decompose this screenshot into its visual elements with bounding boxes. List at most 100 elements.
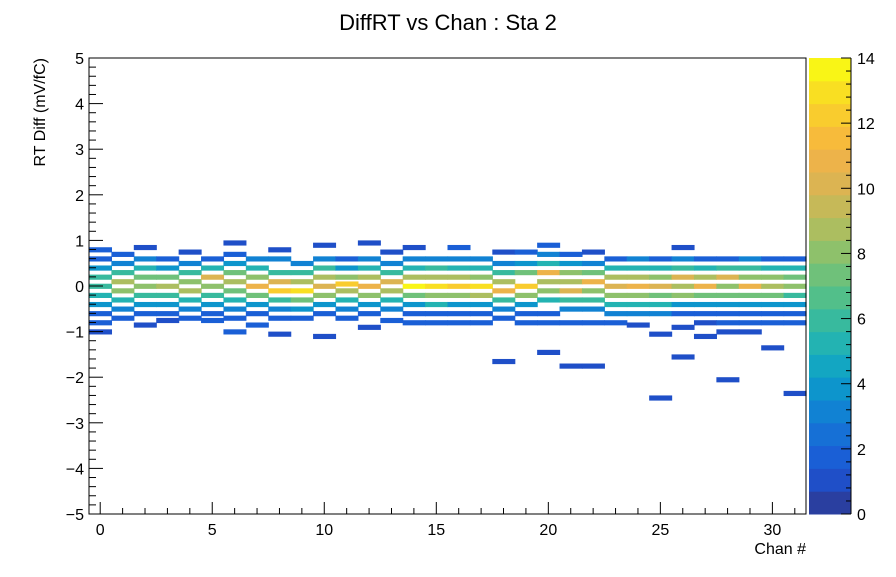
heatmap-cell bbox=[402, 292, 426, 298]
heatmap-cell bbox=[335, 288, 359, 294]
heatmap-cell bbox=[649, 301, 673, 308]
heatmap-cell bbox=[133, 311, 157, 317]
heatmap-cell bbox=[559, 288, 583, 294]
heatmap-cell bbox=[223, 315, 247, 321]
heatmap-cell bbox=[559, 279, 583, 285]
heatmap-cell bbox=[514, 260, 538, 267]
heatmap-cell bbox=[380, 317, 404, 324]
heatmap-cell bbox=[514, 283, 538, 289]
heatmap-cell bbox=[133, 283, 157, 289]
heatmap-cell bbox=[693, 274, 717, 280]
heatmap-cell bbox=[380, 270, 404, 276]
heatmap-cell bbox=[537, 251, 561, 257]
heatmap-cell bbox=[111, 279, 135, 285]
heatmap-cell bbox=[761, 311, 785, 317]
heatmap-cell bbox=[156, 274, 180, 280]
heatmap-cell bbox=[537, 279, 561, 285]
heatmap-cell bbox=[626, 265, 650, 271]
heatmap-cell bbox=[738, 274, 762, 280]
heatmap-cell bbox=[783, 283, 807, 289]
chart-title: DiffRT vs Chan : Sta 2 bbox=[339, 10, 557, 35]
heatmap-cell bbox=[156, 256, 180, 262]
heatmap-cell bbox=[469, 311, 493, 317]
heatmap-cell bbox=[783, 320, 807, 326]
heatmap-cell bbox=[245, 311, 269, 317]
heatmap-cell bbox=[313, 311, 337, 317]
heatmap-cell bbox=[89, 247, 113, 253]
heatmap-cell bbox=[89, 292, 113, 298]
color-scale-band bbox=[809, 331, 851, 355]
heatmap-cell bbox=[268, 297, 292, 303]
heatmap-cell bbox=[761, 301, 785, 308]
heatmap-cell bbox=[290, 315, 314, 321]
heatmap-cell bbox=[671, 244, 695, 251]
heatmap-cell bbox=[492, 315, 516, 321]
heatmap-cell bbox=[559, 306, 583, 312]
heatmap-cell bbox=[245, 283, 269, 289]
heatmap-cell bbox=[313, 283, 337, 289]
color-scale-band bbox=[809, 194, 851, 219]
heatmap-cell bbox=[313, 292, 337, 298]
heatmap-cell bbox=[559, 363, 583, 369]
heatmap-cell bbox=[335, 274, 359, 280]
heatmap-cell bbox=[604, 320, 628, 326]
heatmap-cell bbox=[671, 274, 695, 280]
heatmap-cell bbox=[178, 315, 202, 321]
heatmap-cell bbox=[783, 390, 807, 397]
heatmap-cell bbox=[604, 256, 628, 262]
color-scale-band bbox=[809, 217, 851, 241]
heatmap-cell bbox=[335, 281, 359, 287]
color-scale-band bbox=[809, 172, 851, 196]
heatmap-cell bbox=[357, 301, 381, 308]
heatmap-cell bbox=[425, 301, 449, 308]
heatmap-cell bbox=[425, 265, 449, 271]
heatmap-cell bbox=[380, 297, 404, 303]
heatmap-cell bbox=[649, 292, 673, 298]
heatmap-cell bbox=[649, 331, 673, 337]
heatmap-cell bbox=[268, 331, 292, 337]
x-tick-label: 0 bbox=[96, 522, 105, 539]
heatmap-cell bbox=[671, 311, 695, 317]
heatmap-cell bbox=[514, 320, 538, 326]
x-tick-label: 30 bbox=[763, 522, 781, 539]
heatmap-cell bbox=[335, 306, 359, 312]
color-scale-band bbox=[809, 468, 851, 492]
heatmap-cell bbox=[201, 265, 225, 271]
y-axis: −5 −4 −3 −2 −1 0 1 2 3 4 5 bbox=[66, 51, 103, 524]
heatmap-cell bbox=[268, 306, 292, 312]
heatmap-cell bbox=[111, 315, 135, 321]
heatmap-cell bbox=[514, 270, 538, 276]
heatmap-cell bbox=[559, 260, 583, 267]
color-scale-band bbox=[809, 126, 851, 150]
heatmap-cell bbox=[290, 270, 314, 276]
heatmap-cell bbox=[537, 311, 561, 317]
heatmap-cell bbox=[290, 260, 314, 267]
heatmap-cell bbox=[156, 317, 180, 324]
z-tick-label: 2 bbox=[857, 442, 866, 459]
heatmap-cell bbox=[581, 260, 605, 267]
heatmap-cell bbox=[761, 256, 785, 262]
heatmap-cell bbox=[245, 256, 269, 262]
heatmap-cell bbox=[89, 320, 113, 326]
heatmap-cell bbox=[357, 274, 381, 280]
heatmap-cell bbox=[716, 329, 740, 335]
color-scale-band bbox=[809, 149, 851, 173]
heatmap-cell bbox=[716, 311, 740, 317]
heatmap-cell bbox=[537, 297, 561, 303]
heatmap-cell bbox=[537, 242, 561, 248]
x-tick-label: 20 bbox=[539, 522, 557, 539]
heatmap-cell bbox=[626, 301, 650, 308]
heatmap-cell bbox=[223, 297, 247, 303]
heatmap-cell bbox=[201, 283, 225, 289]
heatmap-cell bbox=[425, 256, 449, 262]
heatmap-cell bbox=[537, 260, 561, 267]
heatmap-cell bbox=[447, 283, 471, 289]
heatmap-cell bbox=[111, 297, 135, 303]
heatmap-cell bbox=[357, 283, 381, 289]
heatmap-cell bbox=[178, 288, 202, 294]
heatmap-cell bbox=[223, 270, 247, 276]
heatmap-cell bbox=[111, 306, 135, 312]
heatmap-cell bbox=[447, 311, 471, 317]
heatmap-cell bbox=[89, 311, 113, 317]
heatmap-cell bbox=[357, 256, 381, 262]
